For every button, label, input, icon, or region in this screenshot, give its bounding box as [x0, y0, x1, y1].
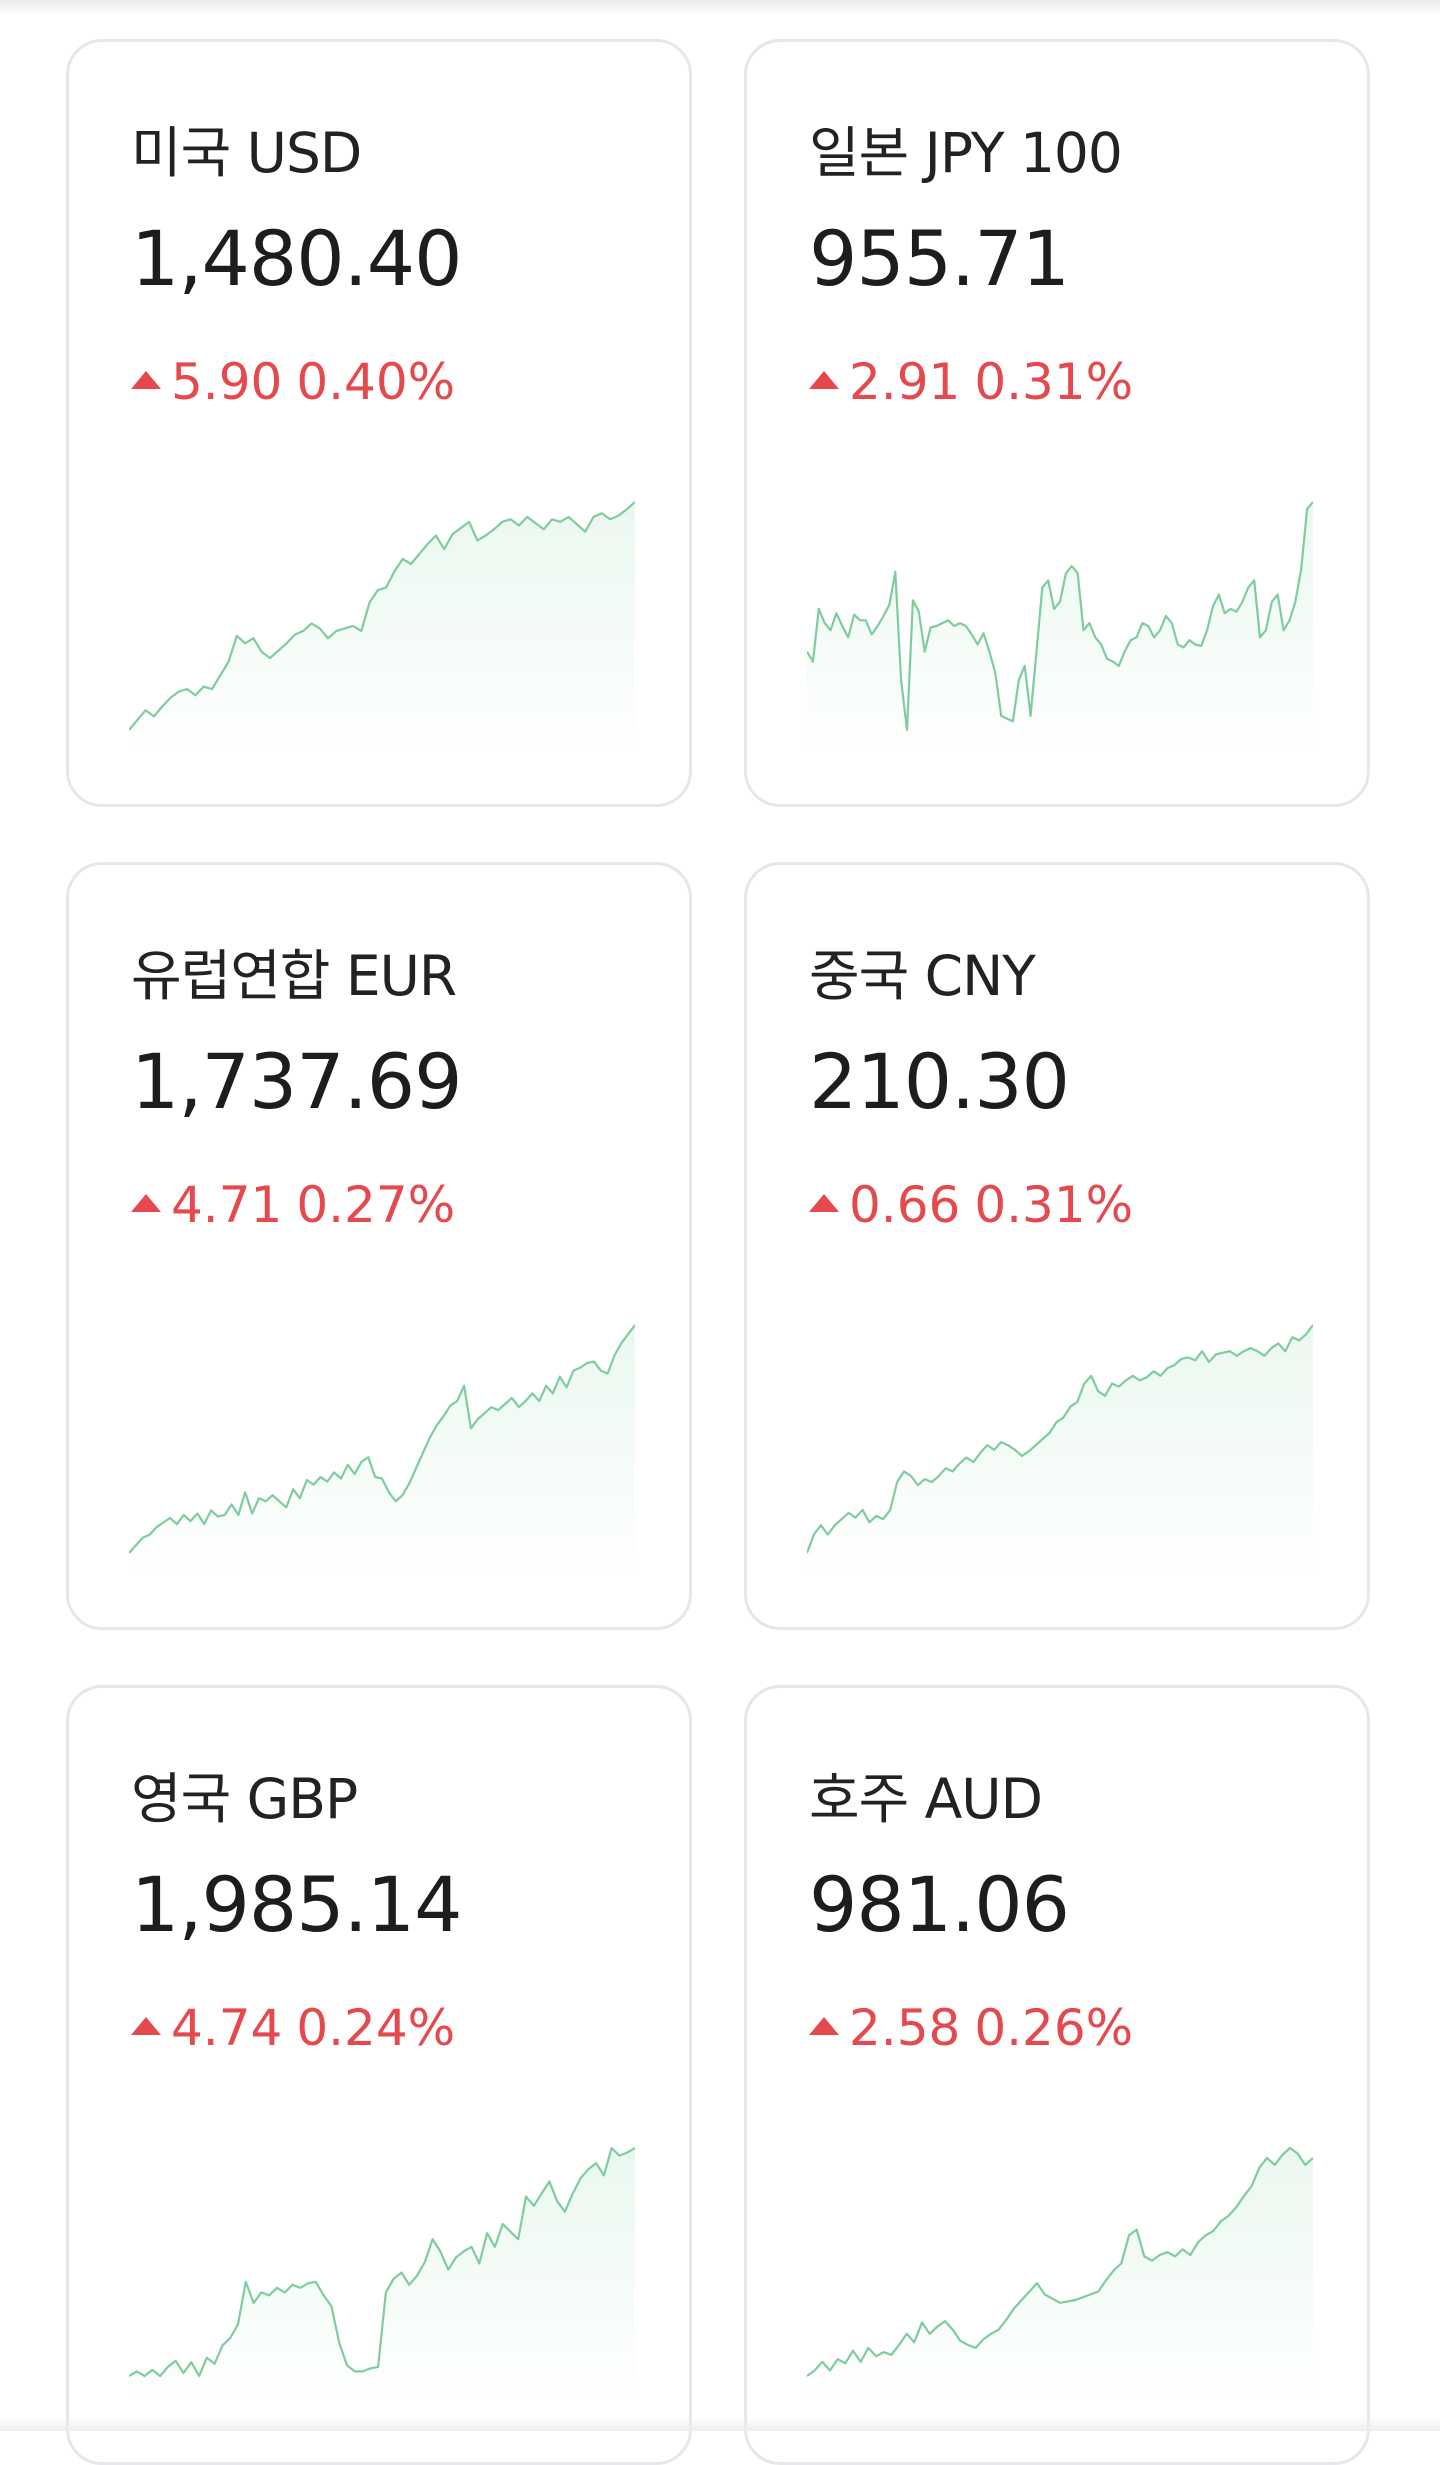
sparkline-area [129, 1325, 635, 1585]
sparkline-area [807, 502, 1313, 762]
sparkline-chart [807, 2146, 1313, 2408]
change-amount: 4.71 [171, 1176, 283, 1234]
change-percent: 0.27% [296, 1176, 456, 1234]
exchange-rate-value: 981.06 [809, 1860, 1070, 1949]
currency-name: 일본 JPY 100 [809, 121, 1123, 185]
currency-card-usd[interactable]: 미국 USD 1,480.40 5.90 0.40% [66, 39, 692, 807]
currency-card-gbp[interactable]: 영국 GBP 1,985.14 4.74 0.24% [66, 1685, 692, 2465]
currency-name: 영국 GBP [131, 1767, 358, 1831]
sparkline-chart [129, 2146, 635, 2408]
sparkline-line [129, 2146, 635, 2378]
sparkline-line [807, 2146, 1313, 2377]
sparkline-area [807, 2148, 1313, 2408]
sparkline-line [807, 501, 1313, 732]
change-amount: 0.66 [849, 1176, 961, 1234]
sparkline-chart [807, 1324, 1313, 1585]
sparkline-line [129, 501, 635, 731]
currency-card-jpy[interactable]: 일본 JPY 100 955.71 2.91 0.31% [744, 39, 1370, 807]
currency-card-cny[interactable]: 중국 CNY 210.30 0.66 0.31% [744, 862, 1370, 1630]
currency-card-aud[interactable]: 호주 AUD 981.06 2.58 0.26% [744, 1685, 1370, 2465]
exchange-rate-value: 1,737.69 [131, 1037, 462, 1126]
currency-name: 유럽연합 EUR [131, 944, 457, 1008]
sparkline-chart [129, 1324, 635, 1585]
change-percent: 0.24% [296, 1999, 456, 2057]
change-percent: 0.26% [974, 1999, 1134, 2057]
change-amount: 2.91 [849, 353, 961, 411]
exchange-rate-value: 1,985.14 [131, 1860, 462, 1949]
triangle-up-icon [809, 371, 839, 389]
change-indicator: 4.71 0.27% [131, 1176, 455, 1234]
triangle-up-icon [131, 1194, 161, 1212]
change-amount: 4.74 [171, 1999, 283, 2057]
sparkline-area [807, 1325, 1313, 1585]
currency-name: 중국 CNY [809, 944, 1036, 1008]
exchange-rate-value: 210.30 [809, 1037, 1070, 1126]
top-scroll-shadow [0, 0, 1440, 16]
triangle-up-icon [809, 1194, 839, 1212]
currency-name: 미국 USD [131, 121, 362, 185]
change-indicator: 4.74 0.24% [131, 1999, 455, 2057]
change-indicator: 2.58 0.26% [809, 1999, 1133, 2057]
triangle-up-icon [131, 371, 161, 389]
sparkline-line [807, 1324, 1313, 1554]
sparkline-area [129, 2148, 635, 2408]
sparkline-chart [129, 501, 635, 762]
change-percent: 0.40% [296, 353, 456, 411]
exchange-rate-value: 955.71 [809, 214, 1070, 303]
change-amount: 5.90 [171, 353, 283, 411]
triangle-up-icon [131, 2017, 161, 2035]
triangle-up-icon [809, 2017, 839, 2035]
change-percent: 0.31% [974, 353, 1134, 411]
change-amount: 2.58 [849, 1999, 961, 2057]
change-percent: 0.31% [974, 1176, 1134, 1234]
change-indicator: 0.66 0.31% [809, 1176, 1133, 1234]
sparkline-line [129, 1324, 635, 1554]
change-indicator: 5.90 0.40% [131, 353, 455, 411]
change-indicator: 2.91 0.31% [809, 353, 1133, 411]
currency-name: 호주 AUD [809, 1767, 1043, 1831]
currency-card-eur[interactable]: 유럽연합 EUR 1,737.69 4.71 0.27% [66, 862, 692, 1630]
exchange-rate-value: 1,480.40 [131, 214, 462, 303]
sparkline-area [129, 502, 635, 762]
bottom-scroll-shadow [0, 2417, 1440, 2431]
sparkline-chart [807, 501, 1313, 762]
